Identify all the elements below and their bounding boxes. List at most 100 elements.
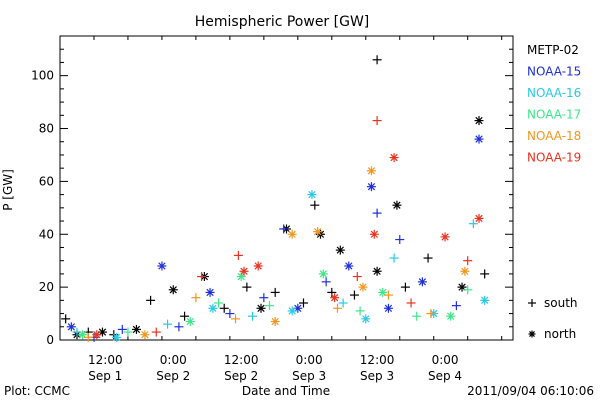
north-point — [318, 269, 328, 279]
north-point — [474, 213, 484, 223]
x-tick-label-date: Sep 2 — [224, 369, 258, 383]
chart-title: Hemispheric Power [GW] — [195, 14, 370, 30]
x-tick-label-time: 12:00 — [360, 353, 395, 367]
north-point — [253, 261, 263, 271]
south-point — [310, 200, 320, 210]
x-tick-label-date: Sep 4 — [428, 369, 462, 383]
star-stroke — [447, 312, 455, 320]
north-point — [239, 266, 249, 276]
north-point — [366, 166, 376, 176]
south-point — [151, 327, 161, 337]
star-stroke — [186, 317, 194, 326]
data-points — [61, 55, 490, 342]
star-stroke — [384, 304, 393, 312]
star-stroke — [418, 278, 427, 286]
south-point — [349, 290, 359, 300]
south-point — [146, 295, 156, 305]
south-point — [259, 293, 269, 303]
north-point — [168, 285, 178, 295]
south-point — [480, 269, 490, 279]
south-point — [352, 272, 362, 282]
x-tick-label-date: Sep 1 — [88, 369, 122, 383]
y-tick-label: 0 — [46, 333, 54, 347]
star-stroke — [345, 262, 353, 270]
legend-entry: NOAA-17 — [527, 108, 581, 122]
y-axis-label: P [GW] — [1, 169, 15, 211]
star-stroke — [359, 283, 367, 291]
star-stroke — [141, 331, 149, 339]
star-stroke — [288, 307, 296, 315]
marker-legend-label: north — [544, 327, 576, 341]
south-point — [426, 309, 436, 319]
south-point — [463, 285, 473, 295]
star-stroke — [288, 230, 296, 238]
legend-south-marker — [528, 299, 536, 307]
star-stroke — [475, 135, 483, 143]
star-stroke — [78, 331, 87, 339]
south-point — [298, 298, 308, 308]
star-stroke — [67, 323, 75, 331]
star-stroke — [112, 333, 121, 342]
south-point — [372, 116, 382, 126]
star-stroke — [370, 230, 378, 238]
star-stroke — [441, 233, 449, 241]
north-point — [307, 190, 317, 200]
star-stroke — [475, 214, 483, 223]
star-stroke — [336, 246, 344, 254]
north-point — [205, 287, 215, 297]
south-point — [279, 224, 289, 234]
north-point — [256, 303, 266, 313]
marker-legend: south north — [528, 296, 578, 341]
south-point — [180, 311, 190, 321]
north-point — [140, 330, 150, 340]
north-point — [335, 245, 345, 255]
north-point — [392, 200, 402, 210]
north-point — [361, 314, 371, 324]
north-point — [208, 303, 218, 313]
legend-entry: NOAA-19 — [527, 151, 581, 165]
north-point — [344, 261, 354, 271]
south-point — [214, 298, 224, 308]
south-point — [174, 322, 184, 332]
star-stroke — [379, 288, 387, 297]
legend-north-marker — [528, 330, 536, 338]
star-stroke — [237, 272, 245, 281]
star-stroke — [271, 317, 279, 326]
south-point — [233, 250, 243, 260]
south-point — [451, 301, 461, 311]
north-point — [474, 134, 484, 144]
north-point — [270, 316, 280, 326]
south-point — [412, 311, 422, 321]
star-stroke — [362, 315, 370, 323]
star-stroke — [367, 183, 376, 191]
north-point — [287, 229, 297, 239]
y-tick-label: 100 — [31, 69, 54, 83]
south-point — [225, 309, 235, 319]
x-axis-label: Date and Time — [242, 384, 330, 398]
south-point — [468, 219, 478, 229]
plot-frame — [59, 35, 514, 341]
south-point — [321, 277, 331, 287]
legend-entry: METP-02 — [527, 43, 579, 57]
south-point — [372, 55, 382, 65]
north-point — [369, 229, 379, 239]
south-point — [191, 293, 201, 303]
x-tick-label-time: 12:00 — [224, 353, 259, 367]
north-point — [358, 282, 368, 292]
north-point — [372, 266, 382, 276]
north-point — [389, 153, 399, 163]
north-point — [474, 116, 484, 126]
south-point — [83, 332, 93, 342]
star-stroke — [93, 331, 101, 339]
star-stroke — [313, 227, 322, 236]
south-point — [248, 311, 258, 321]
star-stroke — [481, 296, 489, 305]
star-stroke — [373, 267, 381, 275]
south-point — [123, 327, 133, 337]
north-point — [131, 324, 141, 334]
south-point — [395, 235, 405, 245]
legend-entry: NOAA-18 — [527, 129, 581, 143]
y-tick-label: 60 — [39, 174, 54, 188]
south-point — [219, 303, 229, 313]
